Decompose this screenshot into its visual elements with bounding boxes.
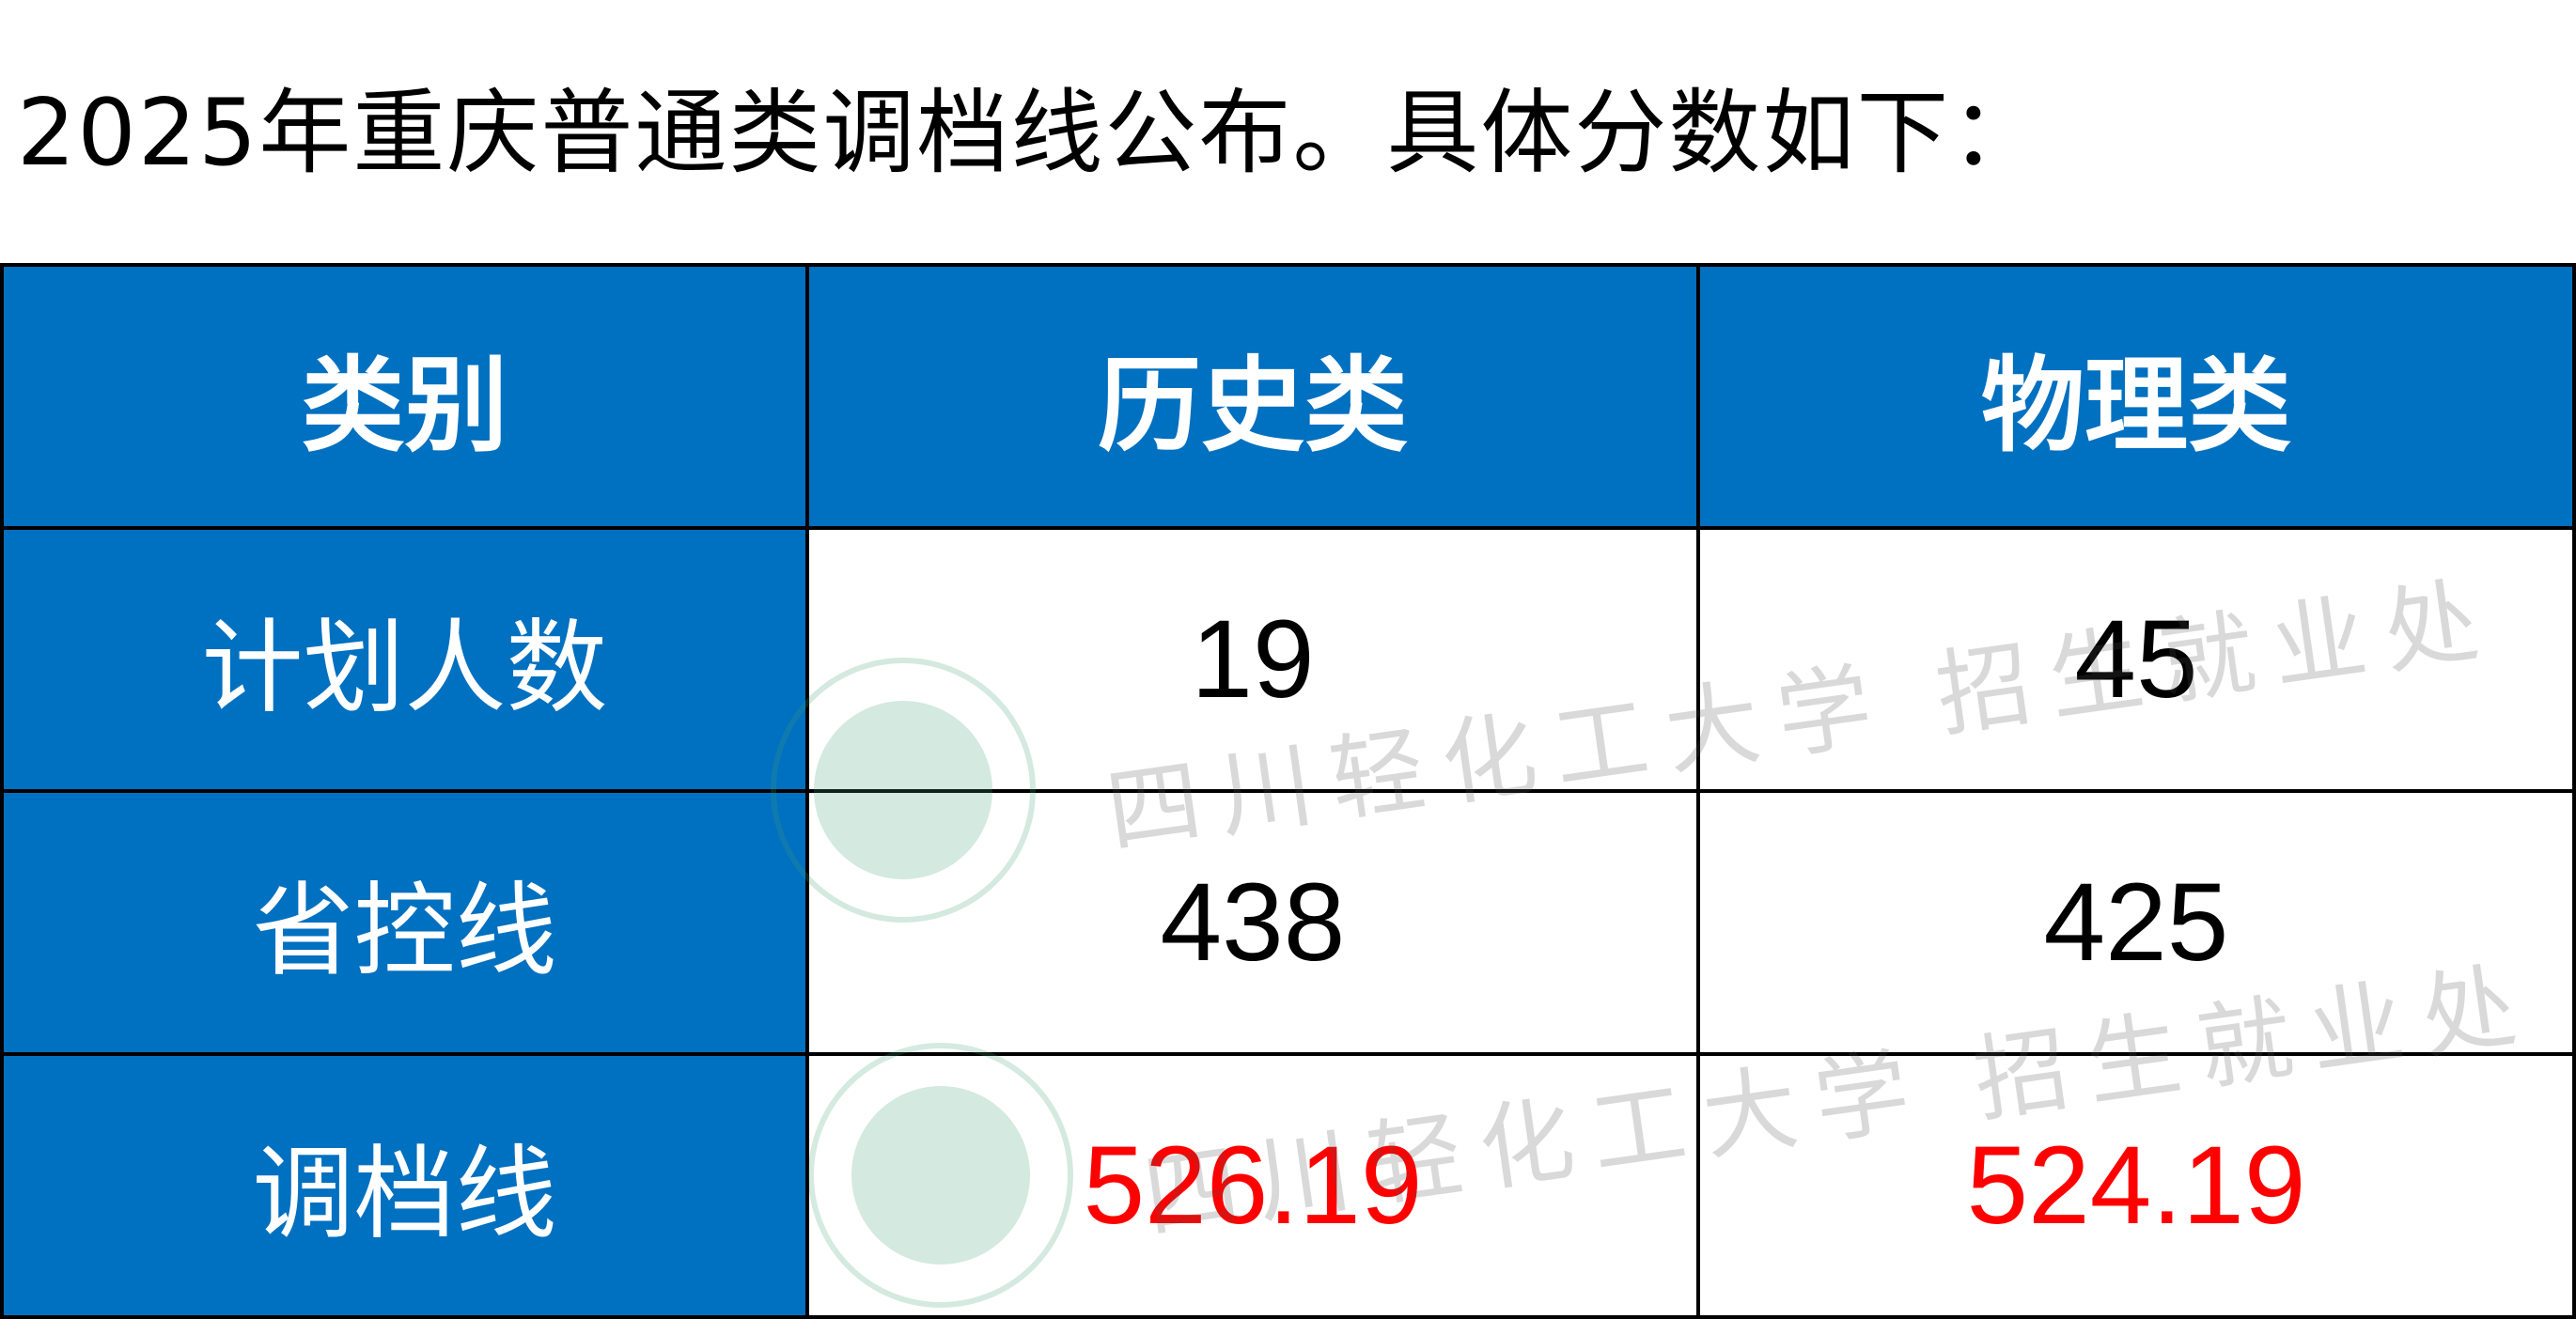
header-history: 历史类 <box>805 263 1700 530</box>
row-label-admission-line: 调档线 <box>0 1052 809 1319</box>
admission-line-physics: 524.19 <box>1696 1052 2576 1319</box>
admission-line-history: 526.19 <box>805 1052 1700 1319</box>
provincial-line-physics: 425 <box>1696 789 2576 1056</box>
row-label-provincial-line: 省控线 <box>0 789 809 1056</box>
header-category: 类别 <box>0 263 809 530</box>
page-title: 2025年重庆普通类调档线公布。具体分数如下： <box>17 80 2045 187</box>
table-row: 省控线 438 425 <box>0 789 2576 1056</box>
provincial-line-history: 438 <box>805 789 1700 1056</box>
admission-score-table: 类别 历史类 物理类 计划人数 19 45 省控线 438 425 调档线 52… <box>0 263 2576 1319</box>
table-row: 调档线 526.19 524.19 <box>0 1052 2576 1319</box>
table-row: 计划人数 19 45 <box>0 526 2576 793</box>
plan-history: 19 <box>805 526 1700 793</box>
plan-physics: 45 <box>1696 526 2576 793</box>
table-header-row: 类别 历史类 物理类 <box>0 263 2576 530</box>
row-label-plan: 计划人数 <box>0 526 809 793</box>
header-physics: 物理类 <box>1696 263 2576 530</box>
